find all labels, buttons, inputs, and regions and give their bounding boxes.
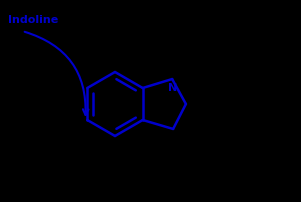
Text: Indoline: Indoline xyxy=(8,15,58,25)
Text: N: N xyxy=(168,83,177,93)
